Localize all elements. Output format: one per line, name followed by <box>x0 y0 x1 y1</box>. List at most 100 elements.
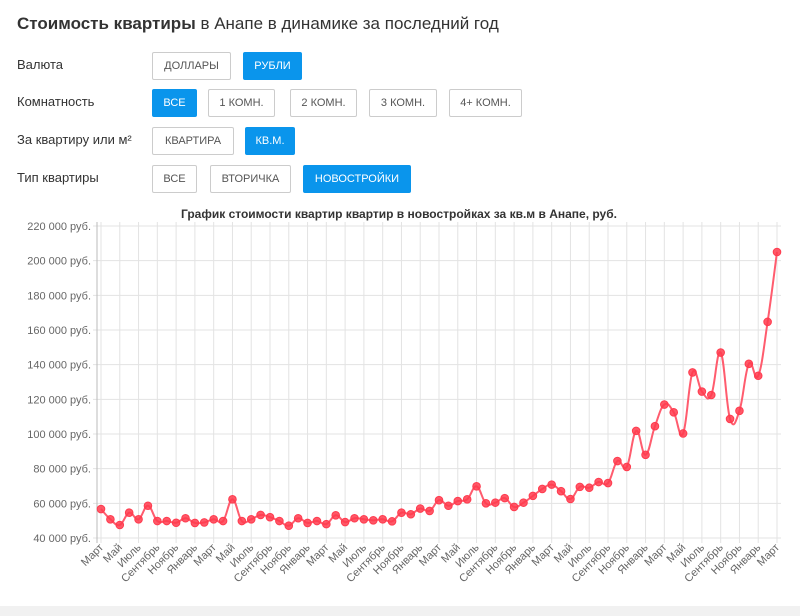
data-point <box>331 510 341 520</box>
data-point <box>209 514 218 524</box>
y-tick-label: 100 000 руб. <box>27 429 91 441</box>
data-point <box>153 516 162 526</box>
data-point <box>199 518 209 527</box>
unit-sqm-button[interactable]: КВ.М. <box>245 127 295 155</box>
data-point <box>368 516 378 525</box>
data-point <box>275 516 284 526</box>
rooms-2-button[interactable]: 2 КОМН. <box>290 89 357 117</box>
page-heading: Стоимость квартиры в Анапе в динамике за… <box>17 14 499 34</box>
data-point <box>237 516 247 526</box>
y-tick-label: 140 000 руб. <box>27 360 91 372</box>
data-point <box>472 482 481 491</box>
data-point <box>650 421 660 431</box>
rooms-all-button[interactable]: ВСЕ <box>152 89 197 117</box>
rooms-4plus-button[interactable]: 4+ КОМН. <box>449 89 522 117</box>
data-point <box>124 508 134 517</box>
data-point <box>134 514 143 524</box>
data-point <box>509 502 519 512</box>
rooms-3-button[interactable]: 3 КОМН. <box>369 89 437 117</box>
data-point <box>500 493 510 503</box>
y-tick-label: 40 000 руб. <box>33 533 91 545</box>
bottom-bar <box>0 606 800 616</box>
data-point <box>284 521 294 530</box>
data-point <box>678 429 688 438</box>
filter-label-currency: Валюта <box>17 57 63 72</box>
data-point <box>697 387 707 396</box>
data-point <box>106 514 115 524</box>
data-point <box>190 518 200 528</box>
data-point <box>566 494 575 504</box>
data-point <box>181 513 190 523</box>
data-point <box>434 495 444 505</box>
data-point <box>753 371 763 381</box>
rooms-1-button[interactable]: 1 КОМН. <box>208 89 275 117</box>
data-point <box>725 414 735 424</box>
data-point <box>547 480 556 489</box>
currency-rubles-button[interactable]: РУБЛИ <box>243 52 302 80</box>
heading-rest: в Анапе в динамике за последний год <box>195 14 499 33</box>
data-point <box>228 495 237 504</box>
data-point <box>528 491 538 501</box>
data-point <box>706 390 716 400</box>
data-point <box>481 499 491 508</box>
data-point <box>322 519 331 529</box>
data-point <box>397 508 406 517</box>
data-point <box>387 517 397 526</box>
data-point <box>462 495 472 504</box>
type-new-buildings-button[interactable]: НОВОСТРОЙКИ <box>303 165 411 193</box>
data-point <box>735 406 744 416</box>
data-point <box>218 516 228 526</box>
filter-label-unit: За квартиру или м² <box>17 132 132 147</box>
data-point <box>359 514 369 524</box>
y-tick-label: 80 000 руб. <box>33 464 91 476</box>
data-point <box>115 520 125 530</box>
data-point <box>716 348 725 357</box>
data-point <box>772 247 782 257</box>
data-point <box>491 498 500 507</box>
y-tick-label: 220 000 руб. <box>27 221 91 233</box>
type-secondary-button[interactable]: ВТОРИЧКА <box>210 165 291 193</box>
data-point <box>519 498 528 507</box>
data-point <box>744 359 754 369</box>
data-point <box>631 426 641 436</box>
y-tick-label: 60 000 руб. <box>33 498 91 510</box>
data-point <box>584 483 594 493</box>
y-tick-label: 160 000 руб. <box>27 325 91 337</box>
unit-apartment-button[interactable]: КВАРТИРА <box>152 127 234 155</box>
y-tick-label: 200 000 руб. <box>27 256 91 268</box>
data-point <box>660 400 669 409</box>
y-tick-label: 120 000 руб. <box>27 394 91 406</box>
data-point <box>453 496 463 506</box>
data-point <box>406 509 416 519</box>
data-point <box>594 477 603 487</box>
data-point <box>575 482 585 492</box>
filter-label-rooms: Комнатность <box>17 94 95 109</box>
data-point <box>669 408 679 417</box>
data-point <box>143 501 153 511</box>
chart-title: График стоимости квартир квартир в новос… <box>181 207 617 221</box>
filter-label-type: Тип квартиры <box>17 170 99 185</box>
type-all-button[interactable]: ВСЕ <box>152 165 197 193</box>
data-point <box>265 512 275 522</box>
data-point <box>763 317 772 327</box>
data-point <box>256 510 265 520</box>
data-point <box>246 514 256 524</box>
data-point <box>96 504 106 514</box>
heading-bold: Стоимость квартиры <box>17 14 196 33</box>
data-point <box>537 484 547 494</box>
x-tick-label: Март <box>755 542 782 569</box>
data-point <box>340 517 350 527</box>
data-point <box>293 513 303 523</box>
data-point <box>641 450 650 460</box>
data-point <box>622 462 632 472</box>
data-point <box>425 506 434 516</box>
data-point <box>171 518 181 528</box>
currency-dollars-button[interactable]: ДОЛЛАРЫ <box>152 52 231 80</box>
data-point <box>603 478 613 488</box>
data-point <box>303 518 312 528</box>
data-point <box>378 514 387 524</box>
data-point <box>444 501 453 511</box>
data-point <box>613 456 622 466</box>
y-tick-label: 180 000 руб. <box>27 290 91 302</box>
